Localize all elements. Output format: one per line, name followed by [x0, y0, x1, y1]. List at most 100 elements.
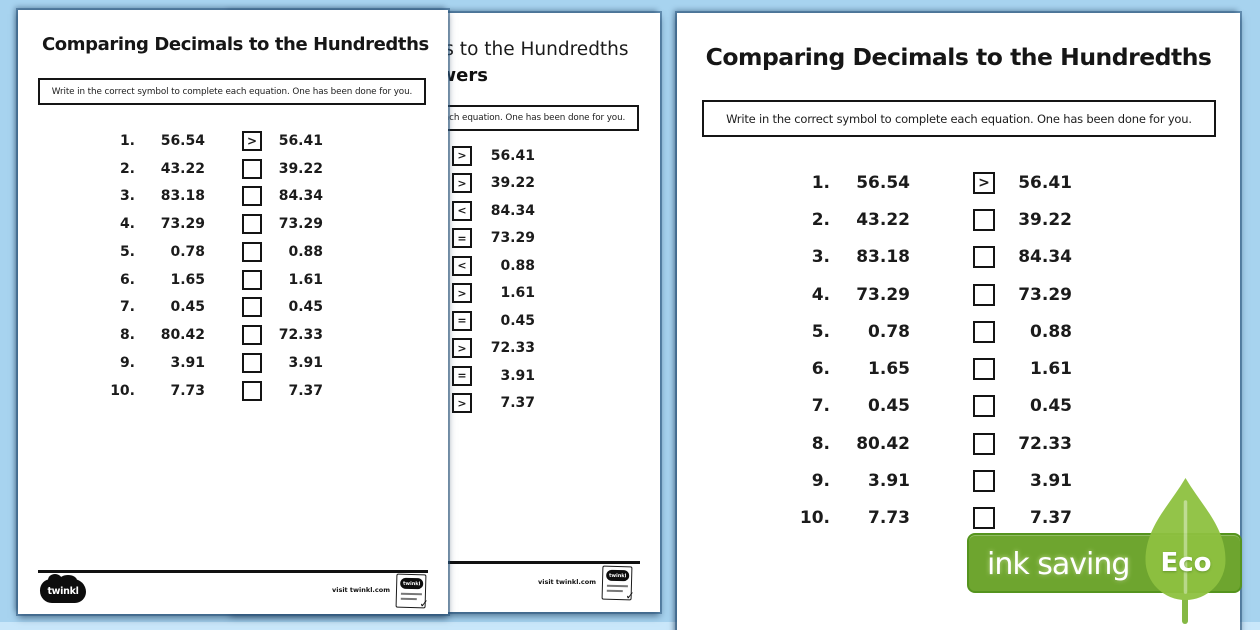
- symbol-box: [242, 214, 262, 235]
- left-value: 80.42: [160, 327, 205, 344]
- answer-row: = 73.29: [452, 225, 535, 253]
- eco-badge-label: Eco: [1160, 548, 1212, 578]
- question-number: 4.: [119, 216, 135, 233]
- question-number: 5.: [811, 321, 830, 342]
- question-row: 4. 73.29 73.29: [95, 210, 323, 238]
- right-value: 0.45: [1030, 396, 1072, 417]
- instruction-text: Write in the correct symbol to complete …: [726, 111, 1192, 126]
- visit-twinkl-link: visit twinkl.com: [331, 586, 390, 594]
- right-value: 0.88: [288, 243, 323, 260]
- symbol-box: =: [452, 365, 472, 386]
- right-value: 7.37: [288, 382, 323, 399]
- symbol-box: [973, 470, 995, 493]
- right-value: 3.91: [1030, 471, 1072, 492]
- answer-row: = 0.45: [452, 307, 535, 335]
- question-row: 2. 43.22 39.22: [778, 201, 1072, 238]
- right-value: 7.37: [1030, 508, 1072, 529]
- left-value: 56.54: [160, 132, 205, 149]
- question-row: 10. 7.73 7.37: [778, 500, 1072, 537]
- question-number: 7.: [811, 396, 830, 417]
- question-number: 7.: [119, 299, 135, 316]
- answers-rows: > 56.41 > 39.22 < 84.34 = 73.29: [452, 142, 535, 417]
- symbol-box: [973, 358, 995, 381]
- symbol-box: >: [973, 171, 995, 194]
- symbol-box: [973, 246, 995, 269]
- question-number: 8.: [811, 433, 830, 454]
- symbol-box: >: [452, 393, 472, 414]
- symbol-box: [242, 352, 262, 373]
- right-value: 0.88: [500, 257, 535, 274]
- question-number: 1.: [119, 132, 135, 149]
- symbol-box: <: [452, 200, 472, 221]
- question-row: 10. 7.73 7.37: [95, 377, 323, 405]
- question-row: 8. 80.42 72.33: [95, 321, 323, 349]
- symbol-box: [242, 297, 262, 318]
- question-row: 1. 56.54 > 56.41: [95, 127, 323, 155]
- left-value: 73.29: [856, 284, 910, 305]
- question-row: 9. 3.91 3.91: [778, 462, 1072, 499]
- left-value: 0.45: [170, 299, 205, 316]
- symbol-box: >: [452, 145, 472, 166]
- badge-text-line: [400, 597, 417, 601]
- left-value: 1.65: [170, 271, 205, 288]
- right-value: 56.41: [490, 147, 535, 164]
- answer-row: < 84.34: [452, 197, 535, 225]
- symbol-box: [973, 432, 995, 455]
- left-value: 0.78: [868, 321, 910, 342]
- page-title: Comparing Decimals to the Hundredths: [42, 34, 429, 55]
- instruction-text: Write in the correct symbol to complete …: [51, 86, 413, 97]
- right-value: 39.22: [1018, 209, 1072, 230]
- question-row: 7. 0.45 0.45: [778, 388, 1072, 425]
- right-value: 39.22: [490, 175, 535, 192]
- question-row: 1. 56.54 > 56.41: [778, 164, 1072, 201]
- left-value: 7.73: [170, 382, 205, 399]
- bottom-highlight-strip: [0, 622, 1260, 630]
- question-row: 6. 1.65 1.61: [778, 350, 1072, 387]
- left-value: 80.42: [856, 433, 910, 454]
- answer-row: < 0.88: [452, 252, 535, 280]
- right-value: 84.34: [490, 202, 535, 219]
- right-value: 1.61: [288, 271, 323, 288]
- instruction-box: Write in the correct symbol to complete …: [38, 78, 426, 105]
- twinkl-badge: twinkl ✓: [395, 573, 429, 610]
- left-value: 3.91: [170, 354, 205, 371]
- question-number: 10.: [110, 382, 135, 399]
- right-value: 1.61: [500, 285, 535, 302]
- badge-text-line: [606, 589, 623, 593]
- right-value: 56.41: [278, 132, 323, 149]
- right-value: 73.29: [490, 230, 535, 247]
- right-value: 3.91: [500, 367, 535, 384]
- twinkl-badge-logo: twinkl: [400, 577, 424, 590]
- right-value: 0.45: [288, 299, 323, 316]
- visit-twinkl-link: visit twinkl.com: [537, 578, 596, 586]
- answer-row: > 72.33: [452, 335, 535, 363]
- symbol-box: [973, 507, 995, 530]
- right-value: 72.33: [490, 340, 535, 357]
- symbol-box: >: [452, 283, 472, 304]
- right-value: 84.34: [1018, 247, 1072, 268]
- right-value: 0.88: [1030, 321, 1072, 342]
- symbol-box: >: [452, 338, 472, 359]
- left-value: 56.54: [856, 172, 910, 193]
- instruction-box: Write in the correct symbol to complete …: [702, 100, 1216, 137]
- symbol-box: [242, 241, 262, 262]
- twinkl-logo: twinkl: [40, 574, 86, 603]
- question-number: 6.: [811, 359, 830, 380]
- left-value: 0.78: [170, 243, 205, 260]
- question-number: 4.: [811, 284, 830, 305]
- question-number: 5.: [119, 243, 135, 260]
- question-row: 6. 1.65 1.61: [95, 266, 323, 294]
- symbol-box: [242, 186, 262, 207]
- right-value: 1.61: [1030, 359, 1072, 380]
- page-title: Comparing Decimals to the Hundredths: [705, 43, 1212, 71]
- left-value: 1.65: [868, 359, 910, 380]
- symbol-box: [242, 269, 262, 290]
- left-value: 3.91: [868, 471, 910, 492]
- question-number: 9.: [811, 471, 830, 492]
- symbol-box: >: [452, 173, 472, 194]
- symbol-box: [242, 325, 262, 346]
- question-row: 9. 3.91 3.91: [95, 349, 323, 377]
- footer-divider: [38, 570, 428, 573]
- question-row: 3. 83.18 84.34: [95, 183, 323, 211]
- symbol-box: [973, 208, 995, 231]
